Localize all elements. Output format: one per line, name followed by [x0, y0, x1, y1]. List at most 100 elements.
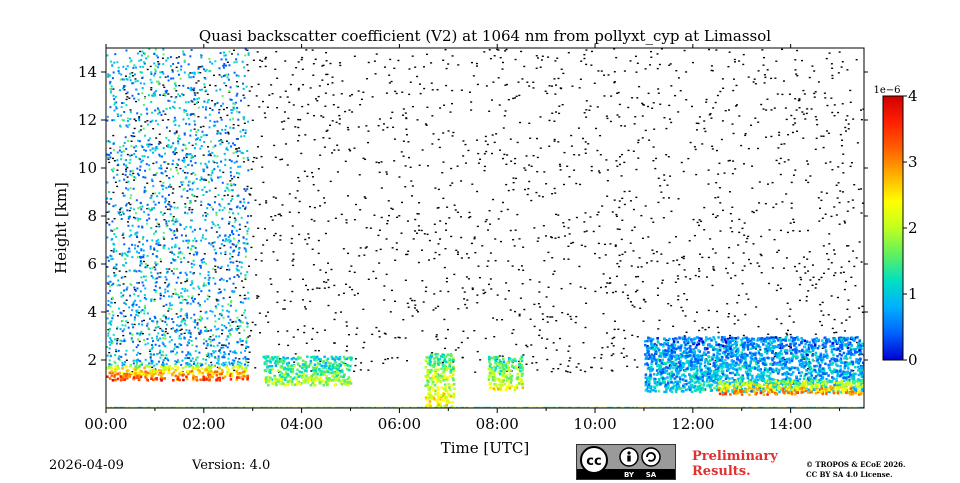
noise-pixel	[243, 161, 245, 162]
speckle-pixel	[193, 254, 195, 256]
noise-pixel	[691, 106, 693, 107]
noise-pixel	[371, 361, 373, 362]
noise-pixel	[394, 301, 396, 302]
feature-cell	[293, 365, 296, 368]
feature-cell	[182, 367, 185, 370]
noise-pixel	[643, 299, 645, 300]
noise-pixel	[774, 78, 776, 79]
noise-pixel	[383, 299, 385, 300]
speckle-pixel	[209, 114, 211, 116]
noise-pixel	[502, 202, 504, 203]
noise-pixel	[378, 262, 380, 263]
speckle-pixel	[194, 326, 196, 328]
speckle-pixel	[107, 116, 109, 118]
speckle-pixel	[111, 317, 113, 319]
noise-pixel	[598, 226, 600, 227]
noise-pixel	[227, 194, 229, 195]
speckle-pixel	[187, 247, 189, 249]
noise-pixel	[466, 299, 468, 300]
feature-cell	[344, 364, 347, 367]
speckle-pixel	[246, 358, 248, 360]
noise-pixel	[685, 71, 687, 72]
feature-cell	[124, 375, 127, 378]
speckle-pixel	[193, 87, 195, 89]
noise-pixel	[776, 252, 778, 253]
speckle-pixel	[219, 89, 221, 91]
noise-pixel	[131, 154, 133, 155]
noise-pixel	[146, 183, 148, 184]
noise-pixel	[334, 319, 336, 320]
noise-pixel	[849, 316, 851, 317]
noise-pixel	[763, 57, 765, 58]
noise-pixel	[339, 62, 341, 63]
noise-pixel	[452, 132, 454, 133]
noise-pixel	[292, 74, 294, 75]
speckle-pixel	[233, 108, 235, 110]
speckle-pixel	[151, 348, 153, 350]
speckle-pixel	[108, 211, 110, 213]
noise-pixel	[122, 234, 124, 235]
noise-pixel	[167, 163, 169, 164]
noise-pixel	[823, 147, 825, 148]
noise-pixel	[652, 222, 654, 223]
noise-pixel	[831, 68, 833, 69]
speckle-pixel	[236, 95, 238, 97]
noise-pixel	[535, 192, 537, 193]
speckle-pixel	[113, 334, 115, 336]
noise-pixel	[806, 160, 808, 161]
noise-pixel	[519, 122, 521, 123]
noise-pixel	[818, 81, 820, 82]
feature-cell	[226, 373, 229, 376]
speckle-pixel	[181, 321, 183, 323]
noise-pixel	[401, 233, 403, 234]
noise-pixel	[763, 64, 765, 65]
speckle-pixel	[203, 342, 205, 344]
noise-pixel	[852, 118, 854, 119]
speckle-pixel	[174, 346, 176, 348]
noise-pixel	[239, 295, 241, 296]
speckle-pixel	[231, 189, 233, 191]
speckle-pixel	[228, 221, 230, 223]
noise-pixel	[711, 146, 713, 147]
speckle-pixel	[165, 206, 167, 208]
noise-pixel	[614, 199, 616, 200]
noise-pixel	[570, 243, 572, 244]
speckle-pixel	[106, 266, 108, 268]
noise-pixel	[219, 248, 221, 249]
noise-pixel	[119, 343, 121, 344]
speckle-pixel	[212, 109, 214, 111]
noise-pixel	[225, 85, 227, 86]
feature-cell	[312, 369, 315, 372]
noise-pixel	[285, 91, 287, 92]
speckle-pixel	[161, 195, 163, 197]
noise-pixel	[843, 272, 845, 273]
noise-pixel	[794, 98, 796, 99]
feature-cell	[299, 383, 302, 386]
feature-cell	[304, 377, 307, 380]
noise-pixel	[585, 153, 587, 154]
speckle-pixel	[188, 164, 190, 166]
noise-pixel	[660, 253, 662, 254]
speckle-pixel	[199, 228, 201, 230]
noise-pixel	[464, 304, 466, 305]
speckle-pixel	[109, 285, 111, 287]
noise-pixel	[586, 100, 588, 101]
speckle-pixel	[194, 237, 196, 239]
noise-pixel	[375, 327, 377, 328]
noise-pixel	[164, 113, 166, 114]
speckle-pixel	[191, 220, 193, 222]
speckle-pixel	[154, 149, 156, 151]
noise-pixel	[621, 353, 623, 354]
noise-pixel	[345, 161, 347, 162]
speckle-pixel	[163, 147, 165, 149]
noise-pixel	[516, 96, 518, 97]
noise-pixel	[601, 354, 603, 355]
speckle-pixel	[218, 318, 220, 320]
noise-pixel	[761, 272, 763, 273]
speckle-pixel	[225, 59, 227, 61]
noise-pixel	[526, 364, 528, 365]
noise-pixel	[197, 322, 199, 323]
speckle-pixel	[145, 343, 147, 345]
noise-pixel	[842, 163, 844, 164]
noise-pixel	[123, 283, 125, 284]
